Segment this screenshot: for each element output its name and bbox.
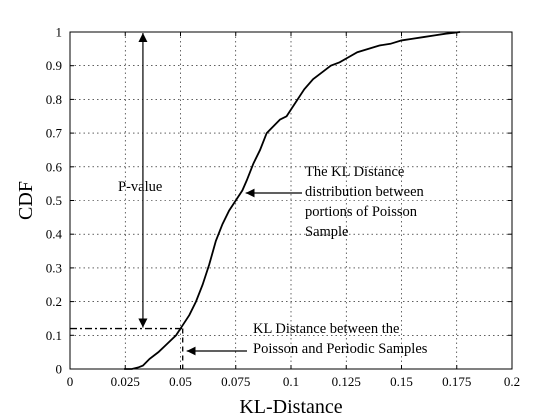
x-tick-label: 0.1 [283, 374, 299, 389]
y-tick-label: 0.5 [46, 193, 62, 208]
y-tick-label: 0 [56, 362, 63, 377]
threshold-marker [70, 327, 184, 369]
kl-distribution-line-1: The KL Distance [305, 164, 404, 180]
x-tick-label: 0.125 [332, 374, 361, 389]
x-tick-label: 0.175 [442, 374, 471, 389]
pvalue-annotation: P-value [118, 179, 162, 195]
x-tick-label: 0.075 [221, 374, 250, 389]
y-tick-label: 0.4 [46, 227, 63, 242]
y-tick-label: 0.8 [46, 92, 62, 107]
y-tick-label: 0.1 [46, 328, 62, 343]
kl-distribution-annotation: The KL Distance distribution between por… [305, 164, 427, 240]
axis-tick-labels: 0 0.025 0.05 0.075 0.1 0.125 0.15 0.175 0.2 0 0.1 0… [46, 25, 520, 390]
y-tick-label: 0.6 [46, 159, 63, 174]
kl-between-annotation: KL Distance between the Poisson and Peri… [253, 321, 428, 357]
x-axis-label: KL-Distance [239, 396, 342, 418]
kl-distribution-line-3: portions of Poisson [305, 204, 418, 220]
x-tick-label: 0.2 [504, 374, 520, 389]
kl-between-line-2: Poisson and Periodic Samples [253, 341, 428, 357]
y-tick-label: 0.9 [46, 58, 62, 73]
x-tick-label: 0.05 [169, 374, 192, 389]
y-tick-label: 1 [56, 25, 63, 40]
kl-distribution-line-2: distribution between [305, 184, 425, 200]
x-tick-label: 0 [67, 374, 74, 389]
grid [70, 32, 512, 369]
cdf-series-line [124, 31, 461, 370]
kl-between-line-1: KL Distance between the [253, 321, 399, 337]
kl-distribution-line-4: Sample [305, 224, 349, 240]
axis-ticks [69, 31, 513, 370]
y-tick-label: 0.3 [46, 260, 62, 275]
x-tick-label: 0.15 [390, 374, 413, 389]
x-tick-label: 0.025 [111, 374, 140, 389]
y-axis-label: CDF [15, 181, 37, 220]
y-tick-label: 0.7 [46, 126, 63, 141]
y-tick-label: 0.2 [46, 294, 62, 309]
